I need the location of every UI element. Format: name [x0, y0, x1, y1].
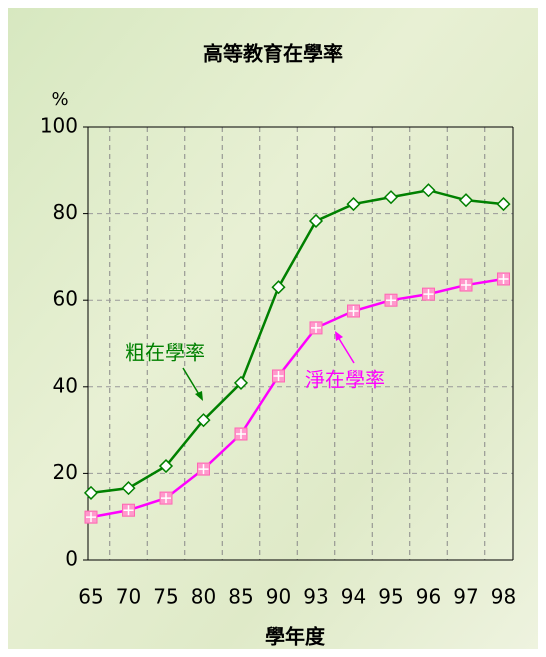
marker-cross [348, 306, 359, 317]
x-tick-label: 93 [303, 585, 328, 609]
x-tick-label: 95 [378, 585, 403, 609]
marker-cross [423, 289, 434, 300]
x-tick-label: 97 [453, 585, 478, 609]
arrow [337, 336, 355, 364]
x-tick-label: 85 [228, 585, 253, 609]
marker-cross [461, 280, 471, 291]
x-tick-label: 80 [191, 585, 216, 609]
marker [383, 190, 399, 205]
marker [196, 413, 211, 428]
marker-cross [386, 295, 396, 306]
marker-cross [86, 512, 96, 523]
x-tick-label: 75 [153, 585, 178, 609]
y-unit: % [51, 89, 68, 110]
marker-cross [273, 370, 284, 381]
y-tick-label: 60 [53, 287, 78, 311]
arrow [182, 367, 201, 397]
x-tick-label: 65 [78, 585, 103, 609]
marker-cross [498, 273, 509, 284]
y-tick-label: 20 [53, 460, 78, 484]
marker [496, 197, 511, 212]
x-tick-label: 70 [116, 585, 141, 609]
series-label: 淨在學率 [305, 368, 385, 392]
marker [308, 213, 324, 229]
marker [158, 458, 174, 474]
y-tick-label: 100 [40, 114, 78, 138]
marker-cross [198, 464, 209, 475]
x-axis-label: 學年度 [265, 625, 326, 649]
y-tick-label: 40 [53, 373, 78, 397]
marker [121, 481, 136, 496]
marker [458, 193, 474, 208]
marker [233, 375, 249, 390]
series-label: 粗在學率 [125, 341, 205, 365]
marker-cross [123, 505, 134, 516]
marker [346, 197, 361, 212]
marker-cross [236, 428, 246, 439]
arrowhead [195, 391, 203, 401]
marker [421, 183, 436, 198]
marker [83, 485, 99, 500]
chart-title: 高等教育在學率 [203, 42, 343, 66]
x-tick-label: 96 [416, 585, 441, 609]
arrowhead [335, 331, 343, 341]
x-tick-label: 98 [491, 585, 516, 609]
x-tick-label: 90 [266, 585, 291, 609]
marker-cross [311, 322, 321, 333]
series-line [90, 188, 504, 495]
background [8, 8, 538, 649]
x-tick-label: 94 [341, 585, 366, 609]
y-tick-label: 80 [53, 200, 78, 224]
marker-cross [161, 493, 171, 504]
y-tick-label: 0 [65, 547, 78, 571]
marker [271, 280, 286, 295]
